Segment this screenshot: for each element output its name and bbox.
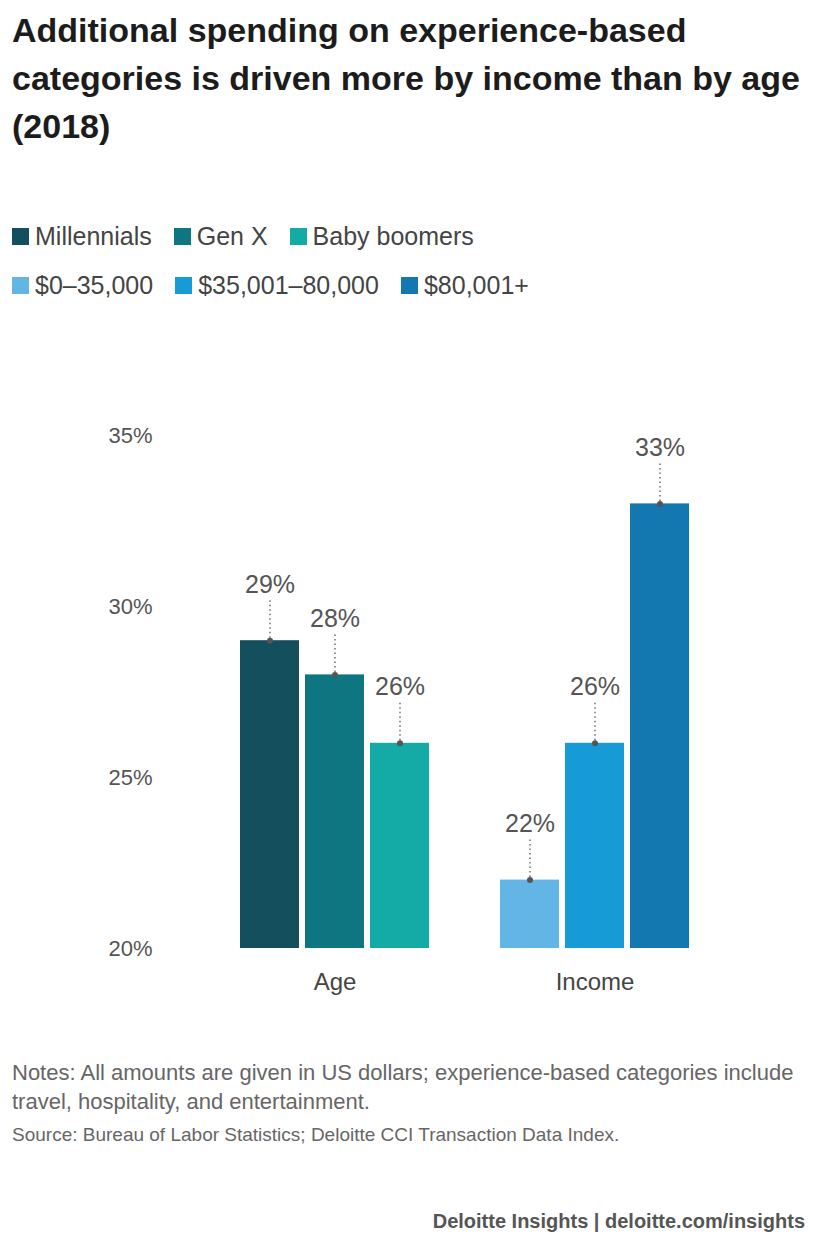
svg-text:25%: 25%	[108, 765, 152, 790]
svg-text:33%: 33%	[635, 433, 685, 461]
html-text:Baby boomers: Baby boomers	[312, 222, 474, 250]
html-text:Gen X: Gen X	[196, 222, 268, 250]
svg-text:26%: 26%	[375, 672, 425, 700]
svg-text:22%: 22%	[505, 809, 555, 837]
html-text:$80,001+: $80,001+	[423, 271, 529, 299]
html-text:Millennials: Millennials	[35, 222, 152, 250]
svg-text:Age: Age	[314, 968, 357, 995]
html-text:$0–35,000: $0–35,000	[35, 271, 154, 299]
html-text:Source: Bureau of Labor Statis: Source: Bureau of Labor Statistics; Delo…	[12, 1124, 620, 1145]
svg-text:20%: 20%	[108, 936, 152, 961]
svg-text:29%: 29%	[245, 570, 295, 598]
html-text:Additional spending on experie: Additional spending on experience-based …	[12, 11, 800, 145]
svg-text:28%: 28%	[310, 604, 360, 632]
html-text:Notes: All amounts are given i: Notes: All amounts are given in US dolla…	[12, 1060, 794, 1114]
html-text:$35,001–80,000: $35,001–80,000	[198, 271, 379, 299]
svg-text:26%: 26%	[570, 672, 620, 700]
svg-text:30%: 30%	[108, 594, 152, 619]
html-text:Deloitte Insights | deloitte.c: Deloitte Insights | deloitte.com/insight…	[432, 1210, 805, 1232]
svg-text:35%: 35%	[108, 423, 152, 448]
svg-text:Income: Income	[556, 968, 635, 995]
